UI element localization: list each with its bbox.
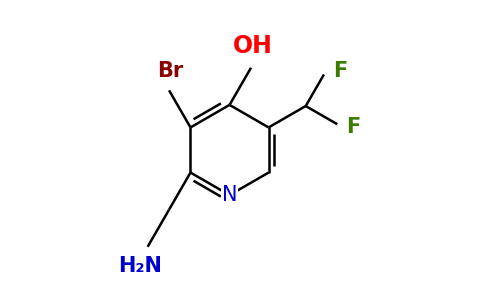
Text: H₂N: H₂N [118, 256, 162, 276]
Text: N: N [222, 185, 237, 205]
Text: Br: Br [157, 61, 184, 81]
Text: OH: OH [233, 34, 272, 58]
Text: F: F [333, 61, 347, 81]
Text: F: F [346, 117, 360, 137]
